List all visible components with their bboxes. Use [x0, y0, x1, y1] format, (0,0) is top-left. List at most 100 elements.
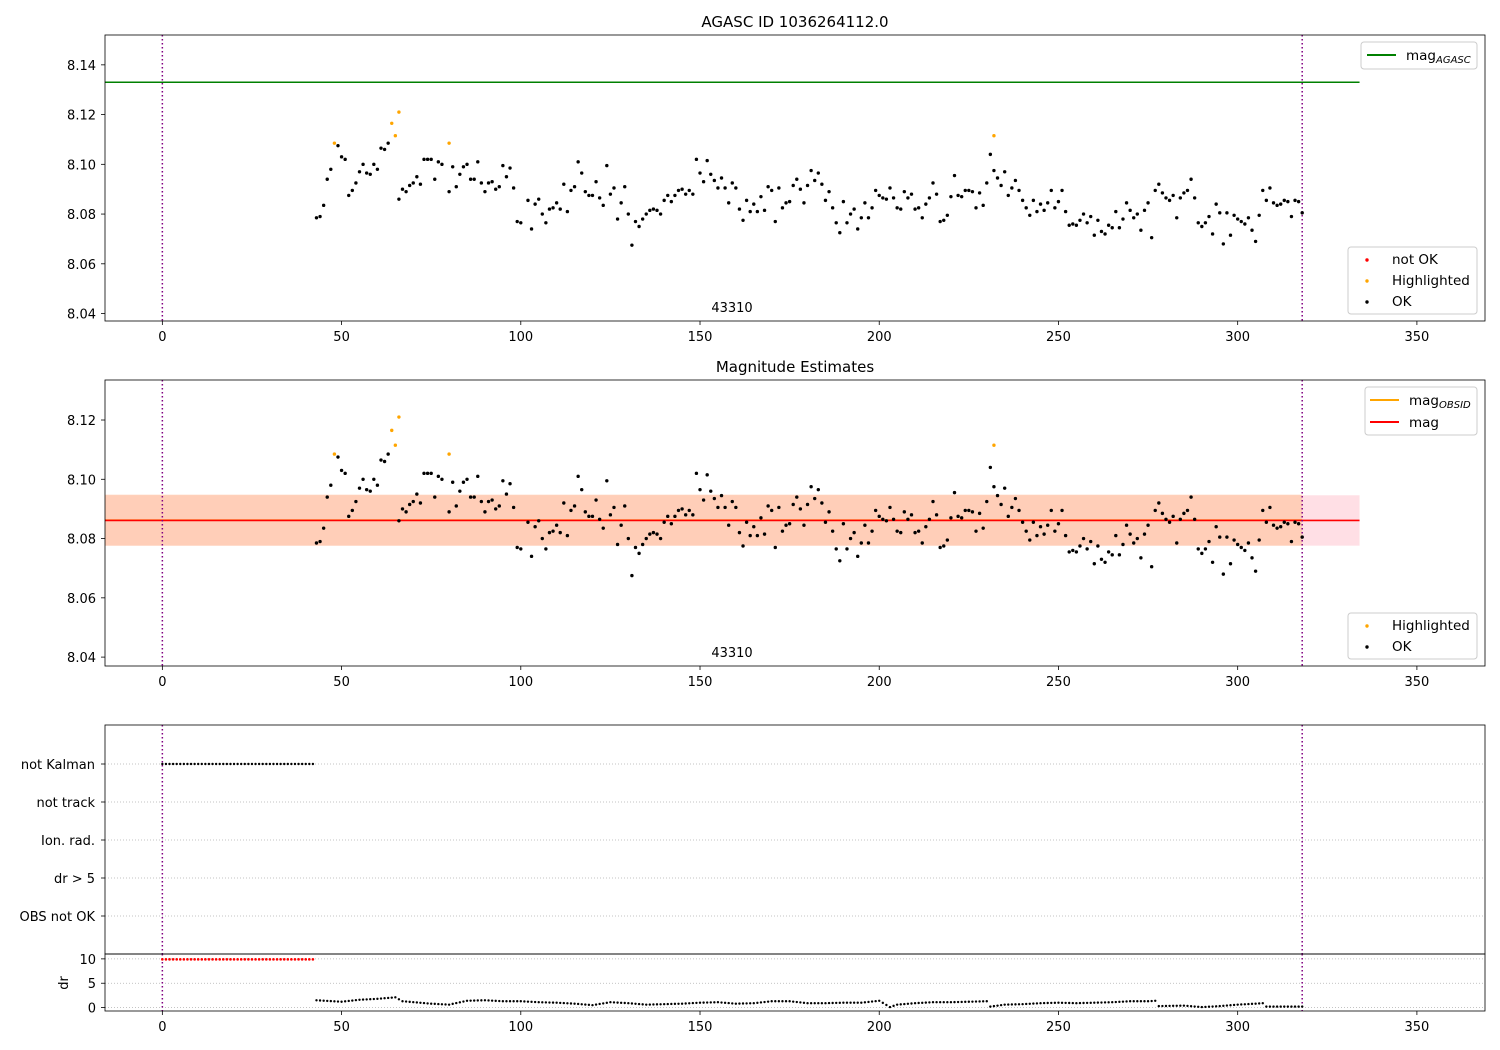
panel2-ytick-label: 8.12	[67, 414, 96, 429]
panel2-ok-point	[741, 544, 745, 548]
dr-axis-label: dr	[57, 976, 72, 990]
dr-not-ok-point	[204, 958, 207, 961]
panel1-ok-point	[372, 162, 376, 167]
not-kalman-flag-point	[229, 762, 232, 766]
panel1-ok-point	[422, 157, 426, 162]
panel1-ok-point	[927, 196, 932, 200]
panel2-ok-point	[1146, 523, 1150, 527]
panel2-ok-point	[1024, 529, 1028, 533]
panel1-ok-point	[576, 160, 580, 164]
panel1-ok-point	[1214, 202, 1218, 206]
panel1-xtick-label: 250	[1046, 330, 1071, 345]
dr-ok-point	[1275, 1005, 1279, 1008]
dr-ok-point	[881, 1001, 885, 1005]
dr-ok-point	[781, 1000, 784, 1003]
panel1-ok-point	[784, 201, 788, 205]
dr-ok-point	[1111, 1001, 1114, 1004]
panel2-ok-point	[519, 547, 523, 551]
panel1-ok-point	[382, 147, 387, 152]
dr-not-ok-point	[182, 958, 186, 961]
panel2-ok-point	[468, 495, 473, 499]
panel1-ok-point	[1139, 228, 1143, 232]
panel2-ok-point	[888, 505, 892, 510]
panel1-ok-point	[1246, 216, 1251, 220]
line-layer	[105, 35, 1360, 1011]
panel1-ok-point	[1243, 222, 1247, 226]
dr-ok-point	[1240, 1003, 1243, 1006]
dr-ok-point	[774, 1000, 777, 1003]
panel1-ok-point	[354, 181, 358, 185]
panel2-ok-point	[1074, 550, 1079, 554]
panel2-ok-point	[1296, 522, 1301, 526]
panel1-ok-point	[977, 191, 982, 195]
panel2-ok-point	[587, 514, 591, 519]
dr-ok-point	[745, 1002, 748, 1005]
panel2-ytick-label: 8.06	[67, 592, 96, 607]
dr-not-ok-point	[290, 958, 293, 961]
panel1-ok-point	[913, 207, 917, 211]
panel2-ok-point	[899, 530, 903, 535]
panel2-ok-point	[1020, 520, 1025, 524]
dr-ok-point	[1300, 1005, 1304, 1008]
panel2-ok-point	[1071, 548, 1075, 553]
panel2-ok-point	[486, 499, 491, 504]
panel1-ok-point	[1153, 188, 1157, 193]
panel2-xtick-label: 150	[688, 675, 713, 690]
panel1-ok-point	[1071, 222, 1075, 226]
dr-ok-point	[372, 997, 376, 1001]
dr-not-ok-point	[236, 958, 239, 961]
panel1-ok-point	[440, 162, 444, 167]
panel1-ok-point	[497, 185, 501, 189]
panel1-ok-point	[1253, 239, 1258, 244]
panel2-xtick-label: 100	[508, 675, 533, 690]
panel1-ok-point	[866, 216, 871, 220]
dr-ok-point	[917, 1001, 920, 1005]
dr-ok-point	[824, 1002, 827, 1005]
panel1-ok-point	[1146, 201, 1150, 205]
dr-ok-point	[817, 1002, 820, 1005]
panel1-ok-point	[415, 175, 419, 179]
dr-ok-point	[938, 1001, 942, 1004]
panel1-ok-point	[1232, 213, 1236, 218]
panel1-ok-point	[1207, 214, 1211, 219]
panel1-ok-point	[418, 182, 423, 186]
dr-ok-point	[985, 1000, 988, 1003]
panel1-ok-point	[1175, 216, 1179, 220]
panel2-ok-point	[938, 545, 942, 550]
panel1-ok-point	[1060, 188, 1064, 193]
dr-ok-point	[490, 999, 494, 1002]
not-kalman-flag-point	[186, 762, 189, 766]
dr-ok-point	[831, 1001, 834, 1005]
panel2-ok-point	[372, 477, 376, 481]
dr-ok-point	[695, 1001, 698, 1005]
dr-ok-point	[867, 1000, 870, 1004]
panel1-ok-point	[705, 158, 709, 163]
panel1-ok-point	[479, 181, 484, 185]
panel2-ok-point	[1171, 514, 1175, 519]
panel1-ytick-label: 8.10	[67, 158, 96, 173]
panel1-ok-point	[1160, 191, 1165, 195]
panel2-ok-point	[834, 547, 838, 551]
dr-ok-point	[967, 1000, 971, 1003]
panel2-ok-point	[676, 508, 681, 513]
panel1-ok-point	[587, 193, 591, 198]
panel1-ok-point	[361, 162, 365, 167]
panel2-ok-point	[494, 507, 498, 511]
dr-ok-point	[766, 1000, 770, 1003]
panel2-ok-point	[354, 499, 358, 504]
panel1-ok-point	[902, 189, 907, 194]
dr-ok-point	[616, 1001, 619, 1004]
panel1-ok-point	[770, 188, 774, 193]
panel1-ok-point	[813, 178, 817, 183]
panel2-ok-point	[583, 510, 588, 514]
dr-not-ok-point	[254, 958, 257, 961]
panel1-ok-point	[364, 171, 369, 175]
dr-ok-point	[1197, 1005, 1200, 1009]
panel2-ok-point	[329, 483, 333, 487]
dr-ok-point	[455, 1001, 458, 1005]
panel1-ok-point	[827, 189, 831, 194]
panel2-ok-point	[1053, 529, 1057, 533]
dr-ok-point	[426, 1002, 429, 1005]
panel1-ok-point	[877, 193, 881, 198]
dr-ok-point	[1268, 1005, 1272, 1008]
